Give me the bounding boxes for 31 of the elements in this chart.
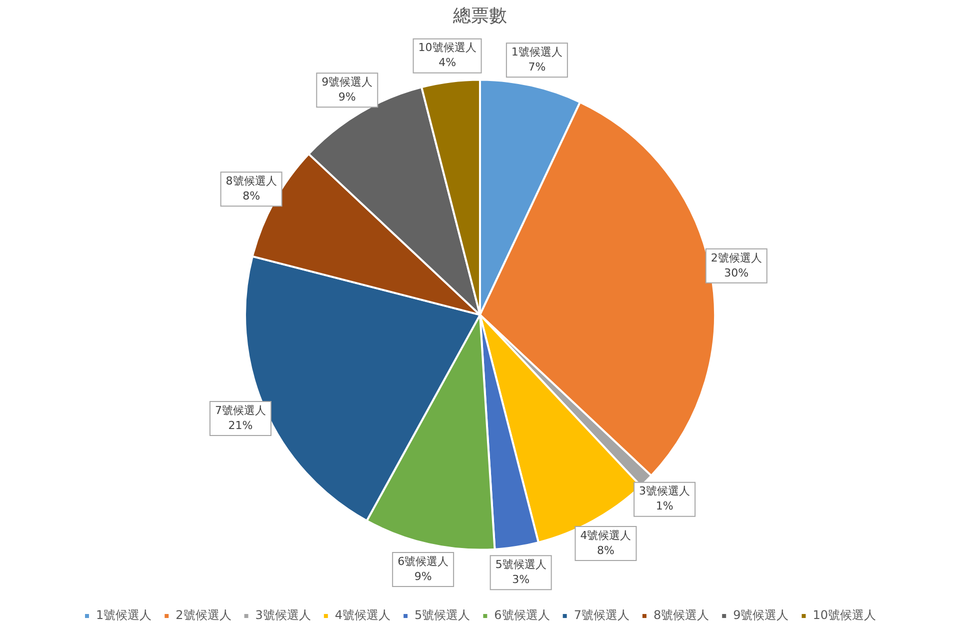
slice-label: 10號候選人 [418,41,476,54]
legend-label: 10號候選人 [812,608,876,622]
data-label: 1% [656,500,674,513]
data-label: 8% [242,189,260,202]
slice-label: 5號候選人 [495,558,546,571]
data-label: 21% [228,418,253,432]
legend-label: 6號候選人 [494,608,550,622]
legend-label: 4號候選人 [334,608,391,622]
slice-label: 7號候選人 [214,404,266,417]
slice-label: 9號候選人 [322,76,373,89]
data-label: 8% [597,544,614,557]
legend-label: 3號候選人 [255,608,311,622]
legend-label: 7號候選人 [574,608,630,622]
data-label: 30% [724,266,749,280]
slice-label: 3號候選人 [639,484,690,498]
slice-label: 8號候選人 [226,174,277,188]
slice-label: 1號候選人 [511,45,562,58]
slice-label: 6號候選人 [398,554,449,568]
data-label: 9% [414,570,432,583]
legend-label: 9號候選人 [733,608,789,622]
slice-label: 4號候選人 [580,528,632,542]
data-label: 4% [438,56,456,70]
legend-label: 5號候選人 [414,608,470,622]
data-label: 3% [512,572,530,586]
slice-label: 2號候選人 [710,251,762,264]
chart-title: 總票數 [452,5,507,26]
data-label: 9% [338,90,356,104]
legend-label: 1號候選人 [96,608,152,622]
legend-label: 8號候選人 [653,608,710,622]
data-label: 7% [528,60,546,74]
legend-label: 2號候選人 [176,608,232,622]
